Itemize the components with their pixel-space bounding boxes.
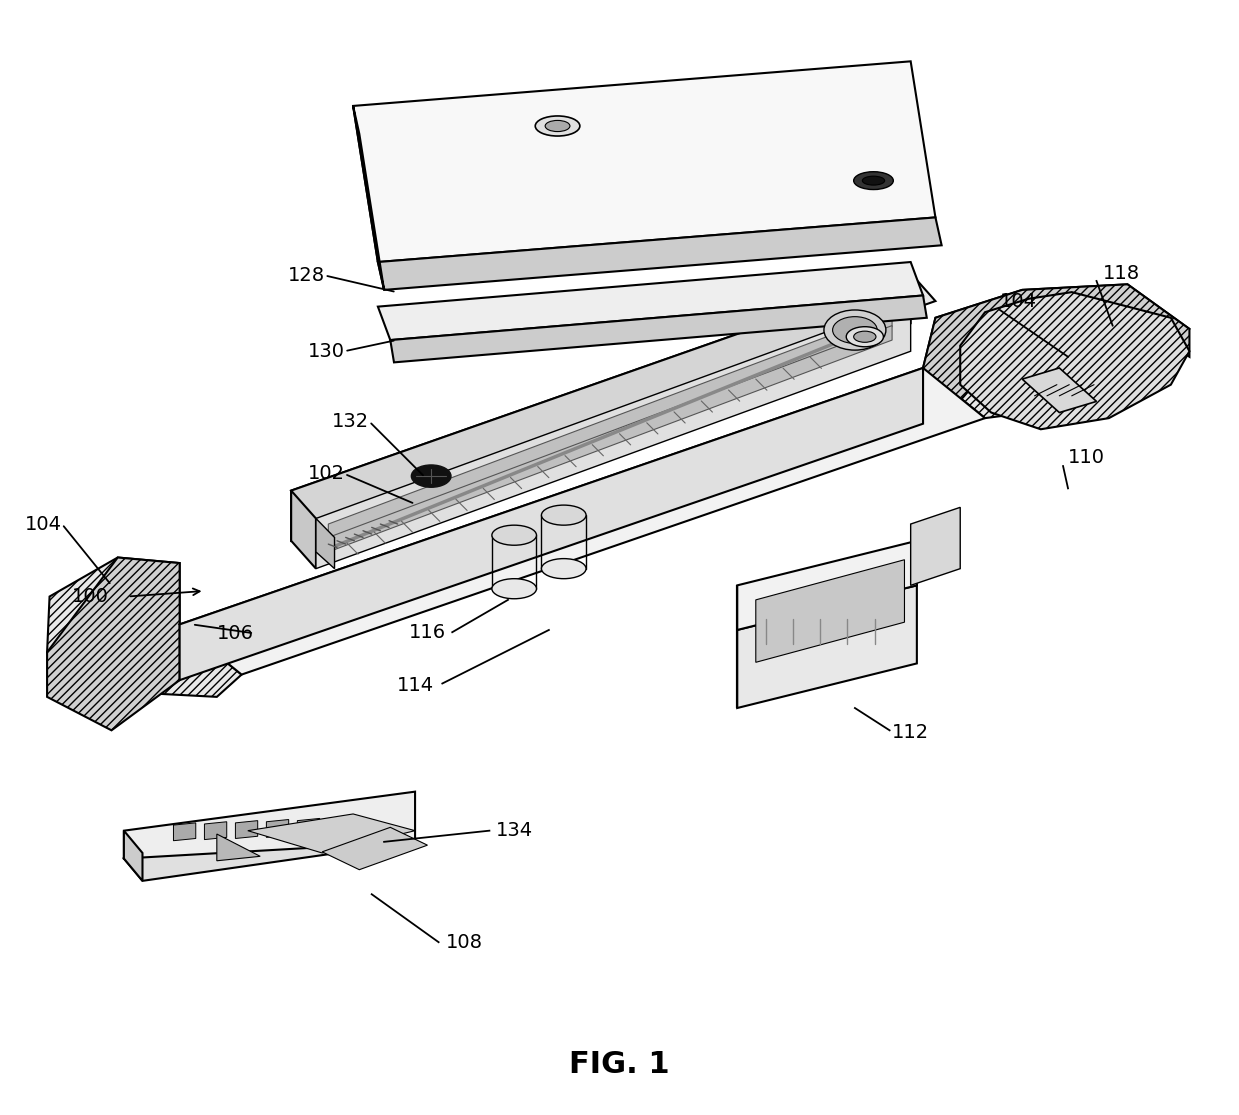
Polygon shape <box>328 312 892 539</box>
Polygon shape <box>291 273 911 541</box>
Polygon shape <box>124 792 415 859</box>
Ellipse shape <box>824 310 886 350</box>
Ellipse shape <box>545 120 570 132</box>
Polygon shape <box>47 558 242 697</box>
Ellipse shape <box>541 505 586 525</box>
Polygon shape <box>291 491 316 569</box>
Polygon shape <box>911 507 960 585</box>
Ellipse shape <box>541 559 586 579</box>
Ellipse shape <box>833 317 877 343</box>
Text: 106: 106 <box>217 623 254 643</box>
Polygon shape <box>353 61 935 262</box>
Ellipse shape <box>862 176 885 185</box>
Polygon shape <box>316 301 911 569</box>
Polygon shape <box>124 820 415 881</box>
Polygon shape <box>124 831 142 881</box>
Polygon shape <box>960 292 1189 429</box>
Ellipse shape <box>492 579 536 599</box>
Polygon shape <box>248 814 415 853</box>
Text: 130: 130 <box>307 341 344 361</box>
Polygon shape <box>353 106 384 290</box>
Polygon shape <box>173 823 196 841</box>
Polygon shape <box>756 560 904 662</box>
Polygon shape <box>291 273 935 518</box>
Polygon shape <box>923 284 1189 429</box>
Polygon shape <box>217 834 260 861</box>
Text: 100: 100 <box>72 586 109 607</box>
Polygon shape <box>378 262 923 340</box>
Polygon shape <box>297 818 320 836</box>
Text: 116: 116 <box>409 622 446 642</box>
Polygon shape <box>737 541 917 630</box>
Text: 128: 128 <box>287 265 325 285</box>
Polygon shape <box>180 368 985 675</box>
Text: 104: 104 <box>1000 291 1037 311</box>
Ellipse shape <box>846 327 883 347</box>
Polygon shape <box>923 284 1189 418</box>
Ellipse shape <box>535 116 580 136</box>
Text: 110: 110 <box>1068 447 1105 467</box>
Polygon shape <box>235 821 258 838</box>
Text: 114: 114 <box>396 676 434 696</box>
Ellipse shape <box>492 525 536 545</box>
Polygon shape <box>378 217 942 290</box>
Text: 134: 134 <box>496 821 533 841</box>
Polygon shape <box>316 518 335 569</box>
Text: 104: 104 <box>25 514 62 534</box>
Polygon shape <box>390 295 927 362</box>
Ellipse shape <box>854 331 876 342</box>
Polygon shape <box>322 827 427 870</box>
Polygon shape <box>266 820 289 837</box>
Polygon shape <box>328 326 892 552</box>
Ellipse shape <box>411 465 451 487</box>
Polygon shape <box>737 585 917 708</box>
Polygon shape <box>204 822 227 840</box>
Polygon shape <box>180 368 923 680</box>
Text: FIG. 1: FIG. 1 <box>569 1050 670 1079</box>
Text: 118: 118 <box>1103 263 1140 283</box>
Polygon shape <box>47 558 180 730</box>
Text: 108: 108 <box>446 932 483 952</box>
Text: 132: 132 <box>332 411 369 432</box>
Text: 112: 112 <box>892 723 929 743</box>
Ellipse shape <box>854 172 893 190</box>
Polygon shape <box>1022 368 1097 413</box>
Text: 102: 102 <box>307 464 344 484</box>
